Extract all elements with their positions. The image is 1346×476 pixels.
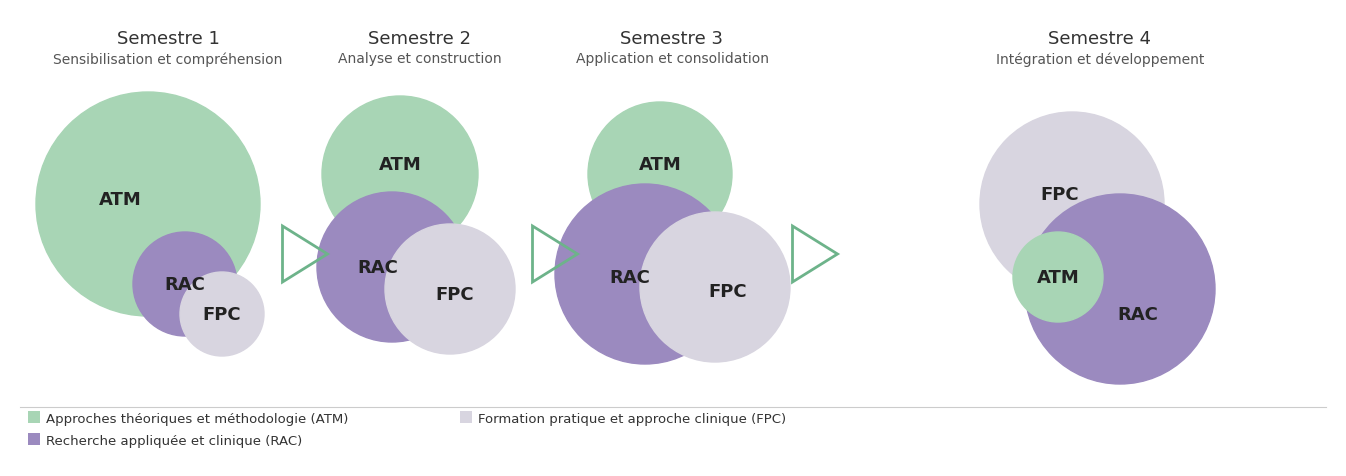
- Text: Approches théoriques et méthodologie (ATM): Approches théoriques et méthodologie (AT…: [46, 412, 349, 425]
- Text: FPC: FPC: [436, 286, 474, 303]
- Text: Application et consolidation: Application et consolidation: [576, 52, 769, 66]
- Text: ATM: ATM: [378, 156, 421, 174]
- Circle shape: [555, 185, 735, 364]
- Bar: [460, 411, 472, 423]
- Text: RAC: RAC: [358, 258, 398, 277]
- Text: FPC: FPC: [203, 306, 241, 323]
- Circle shape: [133, 232, 237, 336]
- Circle shape: [318, 193, 467, 342]
- Circle shape: [36, 93, 260, 317]
- Circle shape: [588, 103, 732, 247]
- Text: RAC: RAC: [610, 268, 650, 287]
- Circle shape: [180, 272, 264, 356]
- Text: Recherche appliquée et clinique (RAC): Recherche appliquée et clinique (RAC): [46, 434, 303, 446]
- Circle shape: [639, 213, 790, 362]
- Bar: [28, 411, 40, 423]
- Text: Analyse et construction: Analyse et construction: [338, 52, 502, 66]
- Text: RAC: RAC: [1117, 306, 1159, 323]
- Text: Semestre 1: Semestre 1: [117, 30, 219, 48]
- Text: Semestre 3: Semestre 3: [621, 30, 724, 48]
- Text: Semestre 2: Semestre 2: [369, 30, 471, 48]
- Text: Intégration et développement: Intégration et développement: [996, 52, 1205, 66]
- Text: Formation pratique et approche clinique (FPC): Formation pratique et approche clinique …: [478, 412, 786, 425]
- Text: FPC: FPC: [709, 282, 747, 300]
- Text: Semestre 4: Semestre 4: [1049, 30, 1151, 48]
- Text: Sensibilisation et compréhension: Sensibilisation et compréhension: [54, 52, 283, 66]
- Circle shape: [1026, 195, 1215, 384]
- Circle shape: [322, 97, 478, 252]
- Bar: [28, 433, 40, 445]
- Text: ATM: ATM: [98, 190, 141, 208]
- Text: RAC: RAC: [164, 276, 206, 293]
- Text: ATM: ATM: [638, 156, 681, 174]
- Circle shape: [1014, 232, 1102, 322]
- Circle shape: [385, 225, 516, 354]
- Text: ATM: ATM: [1036, 268, 1079, 287]
- Text: FPC: FPC: [1040, 186, 1079, 204]
- Circle shape: [980, 113, 1164, 297]
